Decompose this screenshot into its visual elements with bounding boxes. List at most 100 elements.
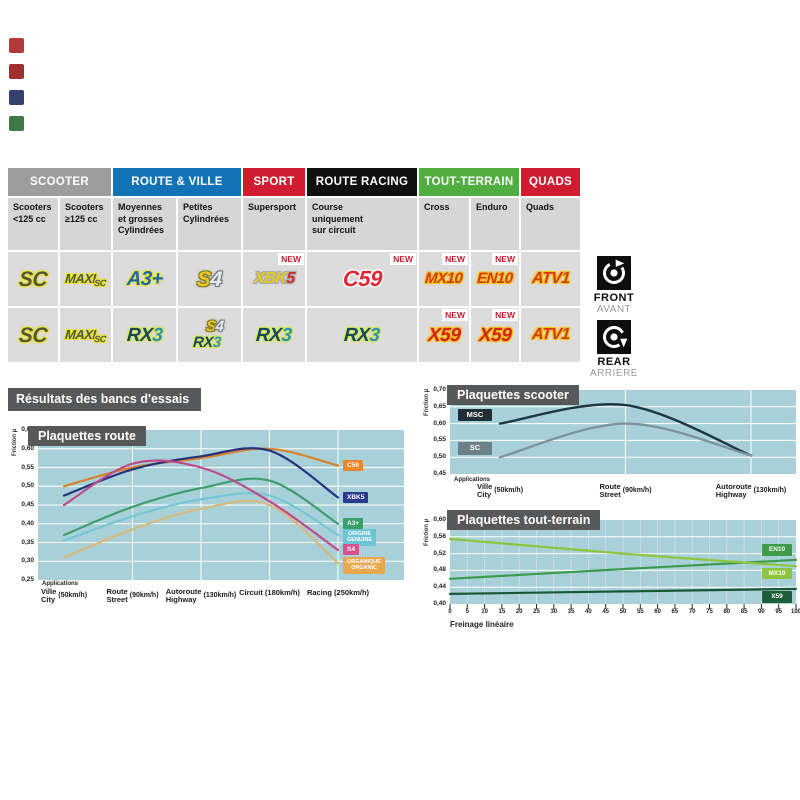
x-tick-label: 75 bbox=[706, 609, 713, 615]
front-label: FRONT bbox=[593, 292, 635, 304]
x-tick-label: 15 bbox=[498, 609, 506, 615]
x-tick-label: 45 bbox=[602, 609, 610, 615]
x-tick-label: Ville City (50km/h) bbox=[40, 587, 88, 604]
x-tick-label: 50 bbox=[619, 609, 627, 615]
scooter-chart: 0,70 0,65 0,60 0,55 0,50 0,45 Friction µ Ville C… bbox=[420, 383, 798, 505]
series-line-a3+ bbox=[62, 477, 340, 537]
x-tick-label: 100 bbox=[790, 609, 800, 615]
pad-cell-rear-1: SC bbox=[8, 308, 58, 362]
rear-sublabel: ARRIÈRE bbox=[590, 368, 638, 379]
y-tick-label: 0,70 bbox=[433, 386, 446, 393]
y-tick-label: 0,55 bbox=[433, 436, 446, 444]
pad-cell-rear-7: NEW X59 bbox=[419, 308, 469, 362]
new-tag: NEW bbox=[390, 253, 416, 265]
group-header-scooter: SCOOTER bbox=[8, 168, 111, 196]
series-label-x59: X59 bbox=[762, 591, 792, 603]
x-tick-label: 5 bbox=[465, 609, 469, 615]
compatibility-table: SCOOTER ROUTE & VILLE SPORT ROUTE RACING TOU… bbox=[8, 168, 580, 362]
column-header: Cross bbox=[419, 198, 469, 250]
scooter-chart-title: Plaquettes scooter bbox=[447, 385, 579, 405]
thumbnail-marker-2[interactable] bbox=[9, 64, 24, 79]
y-tick-label: 0,25 bbox=[21, 576, 34, 583]
thumbnail-marker-4[interactable] bbox=[9, 116, 24, 131]
group-header-sport: SPORT bbox=[243, 168, 305, 196]
group-header-quads: QUADS bbox=[521, 168, 580, 196]
product-badge-atv1: ATV1 bbox=[531, 326, 570, 343]
x-tick-label: 65 bbox=[671, 609, 679, 615]
pad-cell-front-5: NEW XBK5 bbox=[243, 252, 305, 306]
product-badge-x59: X59 bbox=[427, 324, 461, 346]
new-tag: NEW bbox=[492, 253, 518, 265]
series-label-msc: MSC bbox=[458, 408, 492, 422]
product-badge-rx3: RX3 bbox=[192, 334, 221, 351]
x-tick-label: 40 bbox=[585, 609, 592, 615]
route-chart-title: Plaquettes route bbox=[28, 426, 146, 446]
y-tick-label: 0,35 bbox=[21, 538, 34, 546]
thumbnail-marker-1[interactable] bbox=[9, 38, 24, 53]
pad-cell-rear-2: MAXISC bbox=[60, 308, 111, 362]
pad-cell-front-4: S4 bbox=[178, 252, 241, 306]
x-tick-label: Autoroute Highway (130km/h) bbox=[165, 587, 237, 604]
y-tick-label: 0,55 bbox=[21, 463, 34, 471]
pad-cell-front-9: ATV1 bbox=[521, 252, 580, 306]
y-tick-label: 0,56 bbox=[433, 532, 446, 540]
column-header: Petites Cylindrées bbox=[178, 198, 241, 250]
x-tick-label: 10 bbox=[481, 609, 488, 615]
series-label-origine: ORIGINE GENUINE bbox=[343, 529, 377, 546]
pad-cell-rear-4: S4 RX3 bbox=[178, 308, 241, 362]
series-label-mx10: MX10 bbox=[762, 567, 792, 579]
column-header: Scooters <125 cc bbox=[8, 198, 58, 250]
product-badge-mx10: MX10 bbox=[424, 270, 464, 287]
series-line-msc bbox=[498, 403, 753, 457]
product-badge-rx3: RX3 bbox=[255, 324, 293, 346]
y-tick-label: 0,44 bbox=[433, 583, 446, 591]
brake-disc-icon bbox=[597, 320, 631, 354]
product-badge-s4: S4 bbox=[196, 267, 223, 291]
column-header: Supersport bbox=[243, 198, 305, 250]
y-axis-label: Friction µ bbox=[12, 428, 18, 456]
new-tag: NEW bbox=[442, 309, 468, 321]
y-axis-label: Friction µ bbox=[424, 388, 430, 416]
y-tick-label: 0,50 bbox=[433, 453, 446, 461]
results-title: Résultats des bancs d'essais bbox=[8, 388, 202, 411]
x-tick-label: Route Street (90km/h) bbox=[599, 482, 652, 499]
y-tick-label: 0,60 bbox=[433, 516, 446, 523]
product-badge-x59: X59 bbox=[478, 324, 512, 346]
y-tick-label: 0,60 bbox=[433, 419, 446, 427]
column-header: Moyennes et grosses Cylindrées bbox=[113, 198, 176, 250]
series-line-origine bbox=[62, 492, 340, 542]
x-tick-label: 30 bbox=[550, 609, 558, 615]
pad-cell-front-6: NEW C59 bbox=[307, 252, 417, 306]
series-line-mx10 bbox=[448, 537, 798, 568]
y-tick-label: 0,40 bbox=[433, 600, 446, 607]
new-tag: NEW bbox=[442, 253, 468, 265]
series-label-s4: S4 bbox=[343, 544, 359, 556]
x-tick-label: Route Street (90km/h) bbox=[106, 587, 159, 604]
series-label-sc: SC bbox=[458, 442, 492, 455]
toutterrain-plot-area bbox=[448, 520, 798, 609]
series-line-organique bbox=[62, 499, 340, 565]
series-line-s4 bbox=[62, 459, 340, 552]
thumbnail-marker-3[interactable] bbox=[9, 90, 24, 105]
x-tick-label: 20 bbox=[515, 609, 523, 615]
series-label-en10: EN10 bbox=[762, 544, 792, 556]
rear-label: REAR bbox=[597, 356, 631, 368]
series-line-x59 bbox=[448, 587, 798, 595]
series-label-xbk5: XBK5 bbox=[343, 491, 369, 503]
pad-cell-rear-8: NEW X59 bbox=[471, 308, 519, 362]
y-tick-label: 0,65 bbox=[8, 426, 34, 433]
series-label-a3+: A3+ bbox=[343, 517, 364, 530]
x-tick-label: 55 bbox=[636, 609, 644, 615]
product-badge-sc: SC bbox=[18, 267, 48, 291]
x-tick-label: 25 bbox=[533, 609, 540, 615]
y-tick-label: 0,45 bbox=[433, 470, 446, 477]
applications-caption: Applications bbox=[454, 477, 491, 483]
pad-cell-front-8: NEW EN10 bbox=[471, 252, 519, 306]
x-tick-label: 90 bbox=[758, 609, 765, 615]
series-line-en10 bbox=[448, 558, 798, 580]
new-tag: NEW bbox=[278, 253, 304, 265]
y-tick-label: 0,40 bbox=[21, 519, 34, 527]
product-badge-s4: S4 bbox=[205, 318, 224, 335]
rear-label-block: REAR ARRIÈRE bbox=[588, 320, 640, 379]
